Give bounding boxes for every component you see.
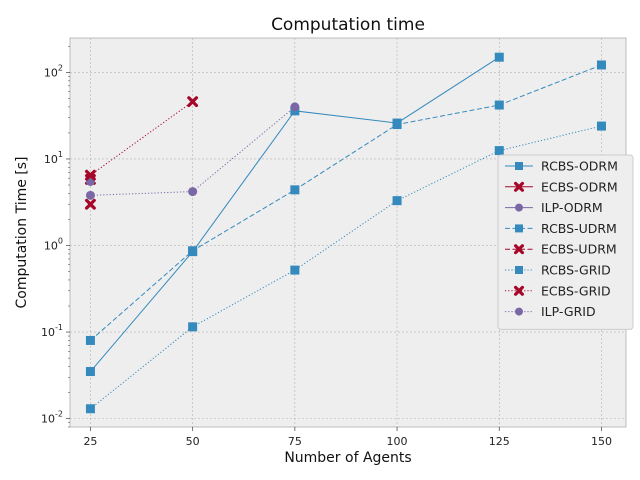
legend-label: ECBS-UDRM (541, 242, 617, 257)
y-tick-label: 101 (44, 150, 63, 166)
data-point (290, 102, 300, 112)
legend-item: RCBS-GRID (505, 263, 611, 278)
data-point (188, 246, 198, 256)
series-rcbs-udrm (85, 60, 606, 345)
data-point (513, 181, 525, 192)
legend-label: ILP-ODRM (541, 200, 603, 215)
series-ecbs-grid (85, 96, 199, 181)
data-point (515, 224, 523, 233)
data-point (187, 96, 199, 108)
x-tick-label: 75 (288, 435, 302, 448)
y-axis-label: Computation Time [s] (14, 156, 30, 308)
data-point (515, 203, 523, 212)
legend-item: ECBS-GRID (505, 283, 611, 298)
data-point (392, 196, 402, 206)
series-rcbs-grid (85, 121, 606, 414)
data-point (494, 100, 504, 110)
y-tick-label: 102 (44, 63, 63, 79)
data-point (85, 367, 95, 377)
ticks: 25 50 75 100 125 150 10-2 10-1 100 101 102 (41, 46, 612, 448)
series-line (90, 125, 602, 410)
legend: RCBS-ODRM ECBS-ODRM ILP-ODRM RCBS-UDRM ECBS-… (497, 154, 634, 330)
data-point (85, 198, 96, 210)
data-point (188, 322, 198, 332)
data-point (85, 169, 96, 181)
data-point (515, 307, 523, 316)
legend-label: ECBS-ODRM (541, 179, 618, 194)
data-point (85, 404, 95, 414)
series-ecbs-udrm (85, 198, 96, 210)
data-point (515, 266, 523, 274)
y-tick-label: 10-2 (41, 410, 63, 426)
data-point (188, 187, 198, 197)
legend-item: ECBS-UDRM (505, 242, 617, 257)
legend-label: RCBS-UDRM (541, 221, 617, 236)
data-point (494, 146, 504, 156)
data-point (85, 335, 95, 345)
data-point (85, 190, 95, 200)
legend-item: ILP-ODRM (505, 200, 603, 215)
data-point (290, 185, 300, 195)
data-point (596, 121, 606, 131)
legend-item: RCBS-ODRM (505, 159, 618, 174)
series-ilp-grid (85, 102, 300, 200)
chart-title: Computation time (271, 15, 425, 35)
data-point (392, 120, 402, 130)
legend-label: ILP-GRID (541, 304, 596, 319)
legend-label: RCBS-ODRM (541, 159, 618, 174)
x-tick-label: 150 (591, 435, 612, 448)
data-point (513, 285, 525, 296)
legend-item: ILP-GRID (505, 304, 596, 319)
data-point (596, 60, 606, 70)
legend-item: ECBS-ODRM (505, 179, 618, 194)
x-tick-label: 50 (186, 435, 200, 448)
data-point (290, 265, 300, 275)
legend-label: ECBS-GRID (541, 283, 611, 298)
data-point (494, 52, 504, 62)
series-line (90, 64, 602, 341)
x-tick-label: 125 (489, 435, 510, 448)
y-tick-label: 100 (44, 237, 63, 253)
data-point (513, 244, 525, 255)
legend-label: RCBS-GRID (541, 263, 611, 278)
x-tick-label: 100 (387, 435, 408, 448)
x-axis-label: Number of Agents (284, 450, 411, 466)
series-layer (85, 52, 606, 414)
x-tick-label: 25 (83, 435, 97, 448)
legend-item: RCBS-UDRM (505, 221, 617, 236)
y-tick-label: 10-1 (41, 323, 63, 339)
data-point (515, 162, 523, 170)
legend-box (497, 154, 634, 330)
